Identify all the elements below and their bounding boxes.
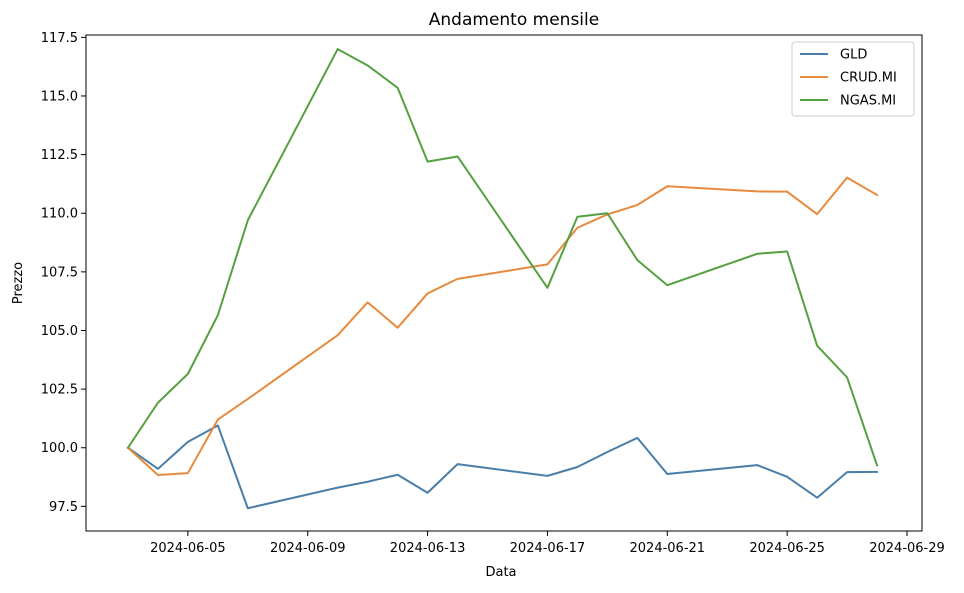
y-tick-label: 102.5 [41, 383, 78, 398]
legend-label: CRUD.MI [840, 71, 897, 86]
chart-title: Andamento mensile [429, 10, 599, 30]
series-line-gld [126, 424, 879, 510]
x-tick-label: 2024-06-29 [869, 541, 945, 556]
legend-label: GLD [840, 48, 867, 63]
legend: GLD CRUD.MI NGAS.MI [791, 41, 915, 117]
legend-box [791, 41, 915, 117]
y-axis-ticks: 97.5 100.0 102.5 105.0 107.5 110.0 112.5 115.0 1… [41, 31, 86, 515]
legend-label: NGAS.MI [840, 94, 896, 109]
x-tick-label: 2024-06-21 [630, 541, 706, 556]
x-tick-label: 2024-06-13 [390, 541, 466, 556]
series-line-ngas-mi [126, 48, 879, 467]
x-tick-label: 2024-06-25 [749, 541, 825, 556]
y-tick-label: 100.0 [41, 441, 78, 456]
x-axis-ticks: 2024-06-05 2024-06-09 2024-06-13 2024-06-17… [150, 531, 945, 556]
x-tick-label: 2024-06-05 [150, 541, 226, 556]
x-tick-label: 2024-06-17 [510, 541, 586, 556]
plot-frame [85, 34, 923, 532]
y-tick-label: 112.5 [41, 148, 78, 163]
x-tick-label: 2024-06-09 [270, 541, 346, 556]
y-tick-label: 115.0 [41, 89, 78, 104]
y-tick-label: 97.5 [49, 500, 78, 515]
y-axis-label: Prezzo [11, 262, 26, 304]
y-tick-label: 117.5 [41, 31, 78, 46]
x-axis-label: Data [485, 565, 516, 580]
series-line-crud-mi [126, 176, 879, 476]
y-tick-label: 107.5 [41, 265, 78, 280]
y-tick-label: 105.0 [41, 324, 78, 339]
series-lines [126, 48, 879, 510]
y-tick-label: 110.0 [41, 207, 78, 222]
